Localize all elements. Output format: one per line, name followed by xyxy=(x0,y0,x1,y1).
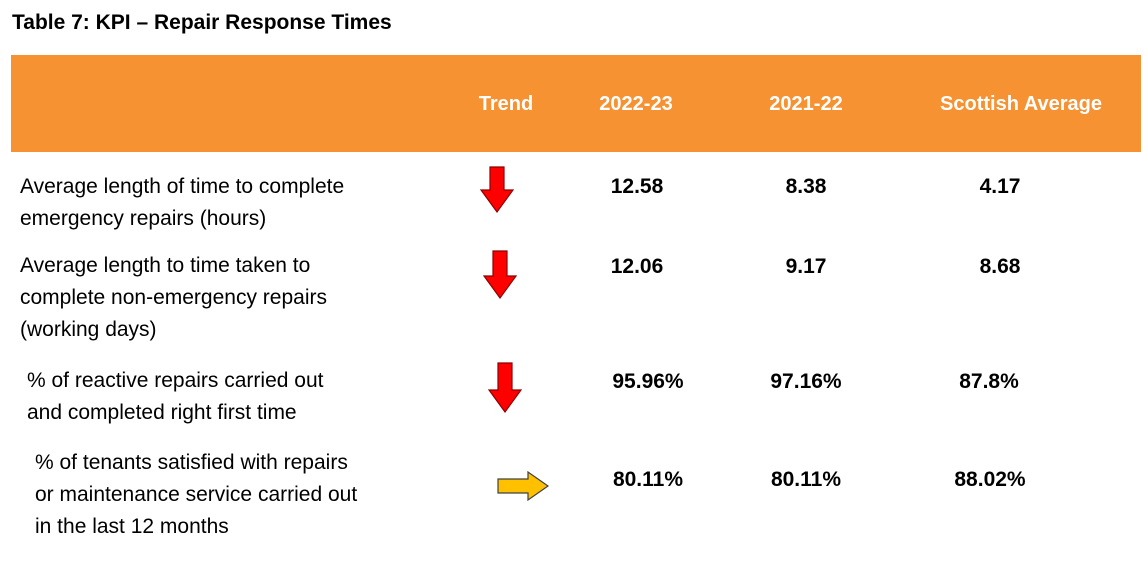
value-2021-22: 9.17 xyxy=(785,255,827,278)
header-scottish-average: Scottish Average xyxy=(940,93,1102,115)
label-line: emergency repairs (hours) xyxy=(20,207,267,230)
value-2021-22: 8.38 xyxy=(785,175,827,198)
label-line: or maintenance service carried out xyxy=(35,483,358,506)
down-arrow-icon xyxy=(487,362,523,414)
label-line: % of tenants satisfied with repairs xyxy=(35,451,348,474)
label-line: in the last 12 months xyxy=(35,515,229,538)
value-2022-23: 80.11% xyxy=(612,468,684,491)
header-2022-23: 2022-23 xyxy=(599,93,673,115)
value-2021-22: 80.11% xyxy=(770,468,842,491)
down-arrow-icon xyxy=(479,166,515,214)
header-2021-22: 2021-22 xyxy=(769,93,843,115)
value-scottish-average: 4.17 xyxy=(979,175,1021,198)
label-line: and completed right first time xyxy=(27,401,297,424)
value-2021-22: 97.16% xyxy=(770,370,842,393)
down-arrow-icon xyxy=(482,250,518,300)
value-2022-23: 12.06 xyxy=(610,255,664,278)
value-scottish-average: 8.68 xyxy=(979,255,1021,278)
label-line: (working days) xyxy=(20,318,157,341)
label-line: Average length to time taken to xyxy=(20,254,311,277)
header-trend: Trend xyxy=(478,93,534,115)
table-title: Table 7: KPI – Repair Response Times xyxy=(12,11,392,34)
table-row-label: % of reactive repairs carried out and co… xyxy=(27,365,323,429)
table-row-label: % of tenants satisfied with repairs or m… xyxy=(35,447,357,543)
label-line: complete non-emergency repairs xyxy=(20,286,327,309)
label-line: Average length of time to complete xyxy=(20,175,345,198)
value-scottish-average: 88.02% xyxy=(954,468,1026,491)
right-arrow-icon xyxy=(497,470,550,502)
value-2022-23: 12.58 xyxy=(610,175,664,198)
table-header: Trend 2022-23 2021-22 Scottish Average xyxy=(11,55,1141,152)
table-row-label: Average length of time to complete emerg… xyxy=(20,171,344,235)
table-row-label: Average length to time taken to complete… xyxy=(20,250,327,346)
value-scottish-average: 87.8% xyxy=(959,370,1019,393)
label-line: % of reactive repairs carried out xyxy=(27,369,324,392)
value-2022-23: 95.96% xyxy=(612,370,684,393)
